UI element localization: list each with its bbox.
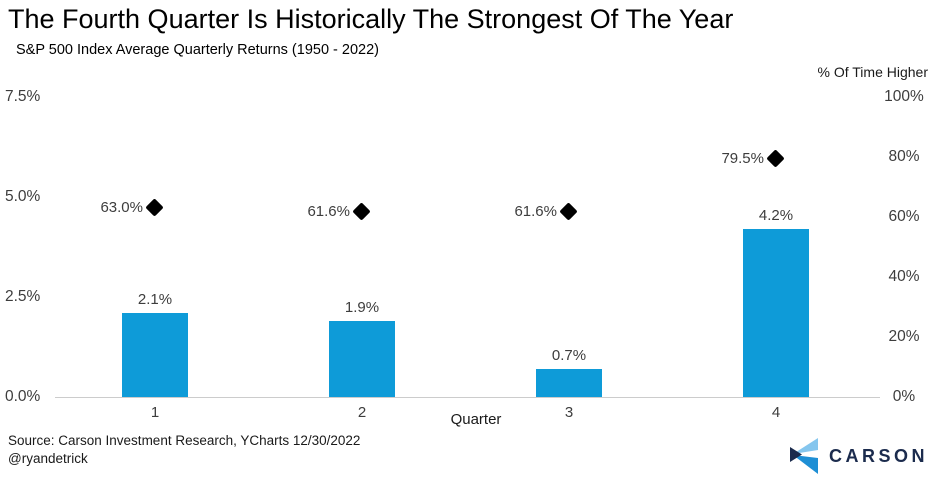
attribution-text: @ryandetrick	[8, 451, 88, 466]
diamond-marker	[766, 148, 785, 168]
diamond-value-label: 61.6%	[514, 203, 557, 221]
y-axis-tick-left: 5.0%	[5, 188, 41, 205]
y-axis-tick-left: 7.5%	[5, 88, 41, 105]
x-axis-line	[55, 397, 880, 398]
diamond-marker	[352, 202, 371, 221]
bar-value-label: 0.7%	[551, 347, 587, 364]
y-axis-tick-right: 80%	[888, 148, 920, 165]
carson-logo: CARSON	[789, 438, 928, 474]
y-axis-tick-right: 60%	[888, 208, 920, 225]
bar	[329, 321, 395, 397]
bar-value-label: 2.1%	[137, 291, 173, 308]
y-axis-tick-left: 0.0%	[5, 388, 41, 405]
footer: Source: Carson Investment Research, YCha…	[8, 432, 360, 468]
diamond-marker	[559, 202, 578, 221]
chart-subtitle: S&P 500 Index Average Quarterly Returns …	[16, 42, 379, 58]
bar	[536, 369, 602, 397]
source-text: Source: Carson Investment Research, YCha…	[8, 433, 361, 448]
diamond-value-label: 61.6%	[307, 203, 350, 221]
carson-logo-text: CARSON	[828, 445, 928, 466]
bar	[122, 313, 188, 397]
diamond-value-label: 79.5%	[721, 149, 764, 167]
y-axis-tick-right: 40%	[888, 268, 920, 285]
x-axis-tick: 1	[150, 404, 160, 421]
right-axis-title: % Of Time Higher	[817, 64, 928, 80]
bar	[743, 229, 809, 397]
x-axis-tick: 2	[357, 404, 367, 421]
diamond-value-label: 63.0%	[100, 199, 143, 216]
y-axis-tick-right: 100%	[884, 88, 924, 105]
y-axis-tick-right: 20%	[888, 328, 920, 345]
x-axis-tick: 3	[564, 404, 574, 421]
bar-value-label: 4.2%	[758, 207, 794, 224]
bar-value-label: 1.9%	[344, 299, 380, 316]
y-axis-tick-right: 0%	[892, 388, 916, 405]
x-axis-title: Quarter	[450, 411, 502, 428]
y-axis-tick-left: 2.5%	[5, 288, 41, 305]
carson-logo-icon	[789, 438, 818, 474]
chart-title: The Fourth Quarter Is Historically The S…	[8, 4, 734, 34]
diamond-marker	[145, 198, 164, 217]
x-axis-tick: 4	[771, 404, 781, 421]
